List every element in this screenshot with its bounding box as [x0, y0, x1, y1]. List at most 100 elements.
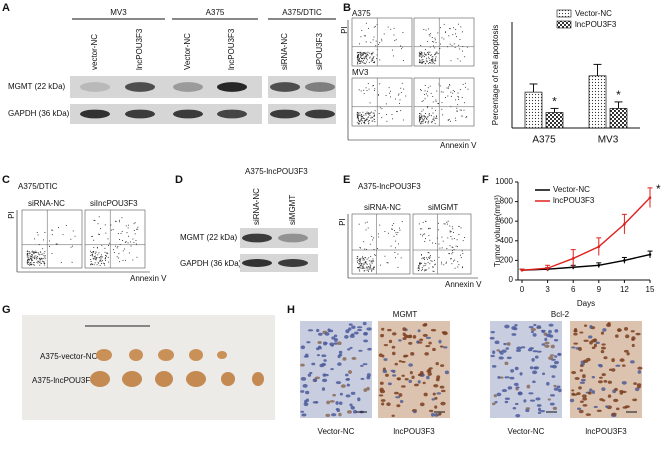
flow-dot [100, 260, 102, 262]
flow-dot [427, 252, 429, 254]
ihc-nucleus [597, 364, 602, 367]
ihc-nucleus [637, 366, 643, 370]
flow-dot [426, 60, 428, 62]
ihc-nucleus [602, 328, 607, 332]
flow-dot [41, 253, 43, 255]
flow-dot [459, 89, 461, 91]
flow-dot [359, 43, 360, 45]
flow-dot [363, 52, 365, 53]
flow-dot [431, 59, 433, 61]
flow-dot [360, 257, 362, 259]
ihc-nucleus [338, 412, 342, 417]
flow-dot [419, 54, 421, 56]
flow-dot [363, 89, 365, 91]
flow-dot [449, 253, 450, 255]
flow-dot [99, 257, 101, 259]
flow-dot [37, 234, 39, 236]
flow-dot [44, 255, 46, 257]
bar [545, 112, 564, 129]
ihc-nucleus [503, 342, 507, 346]
flow-dot [119, 239, 121, 240]
ihc-nucleus [430, 412, 435, 417]
plot-label: siMGMT [428, 203, 458, 212]
flow-dot [360, 51, 361, 53]
ihc-nucleus [428, 367, 433, 370]
ihc-nucleus [635, 332, 641, 336]
flow-dot [425, 263, 427, 265]
flow-dot [101, 256, 103, 258]
ihc-nucleus [540, 409, 546, 413]
y-tick-label: 400 [500, 236, 514, 245]
flow-dot [359, 263, 361, 265]
flow-dot [371, 111, 372, 113]
ihc-nucleus [402, 327, 407, 331]
flow-dot [445, 31, 446, 33]
flow-dot [370, 53, 372, 55]
flow-dot [441, 108, 443, 110]
flow-dot [384, 231, 386, 232]
flow-dot [90, 261, 92, 262]
flow-dot [362, 120, 364, 122]
flow-dot [29, 264, 31, 266]
ihc-nucleus [579, 369, 583, 372]
flow-dot [97, 254, 99, 256]
flow-dot [370, 41, 372, 43]
ihc-nucleus [305, 390, 310, 395]
flow-dot [362, 52, 363, 54]
flow-dot [394, 40, 396, 42]
flow-dot [38, 253, 40, 255]
blot-band [278, 259, 308, 267]
flow-dot [92, 251, 94, 253]
flow-dot [427, 28, 429, 30]
flow-dot [441, 263, 443, 265]
ihc-nucleus [581, 394, 587, 398]
flow-dot [421, 254, 422, 256]
ihc-nucleus [494, 340, 500, 345]
flow-dot [454, 91, 455, 92]
flow-dot [421, 59, 423, 61]
flow-dot [434, 264, 436, 266]
flow-dot [27, 259, 29, 261]
ihc-nucleus [583, 339, 589, 342]
ihc-nucleus [544, 337, 548, 342]
flow-dot [371, 58, 373, 60]
ihc-nucleus [490, 330, 495, 334]
ihc-nucleus [366, 386, 370, 391]
flow-dot [373, 260, 375, 262]
flow-dot [357, 61, 359, 63]
flow-dot [424, 90, 426, 92]
flow-dot [431, 120, 433, 122]
ihc-nucleus [632, 398, 638, 402]
ihc-nucleus [358, 349, 363, 352]
flow-dot [389, 92, 391, 94]
flow-dot [366, 269, 368, 271]
flow-dot [359, 51, 361, 53]
flow-dot [397, 266, 399, 268]
flow-dot [361, 29, 363, 31]
flow-dot [420, 123, 422, 125]
ihc-nucleus [398, 339, 402, 342]
ihc-nucleus [381, 327, 385, 331]
ihc-nucleus [530, 330, 534, 334]
ihc-nucleus [523, 399, 527, 403]
flow-dot [362, 116, 364, 118]
flow-dot [461, 97, 463, 99]
ihc-nucleus [601, 346, 606, 350]
flow-dot [387, 262, 389, 264]
flow-dot [362, 61, 363, 63]
ihc-nucleus [511, 333, 517, 336]
flow-plot [413, 17, 475, 67]
flow-dot [374, 121, 376, 123]
ihc-nucleus [430, 328, 437, 332]
ihc-nucleus [337, 354, 341, 359]
flow-dot [419, 263, 420, 265]
flow-dot [56, 243, 58, 245]
row-label: A375-lncPOU3F3 [32, 376, 95, 385]
ihc-nucleus [440, 364, 445, 367]
flow-dot [440, 261, 442, 263]
blot-band [217, 82, 247, 92]
flow-dot [90, 252, 92, 253]
ihc-nucleus [401, 374, 405, 377]
ihc-nucleus [387, 328, 392, 332]
flow-dot [373, 249, 375, 250]
